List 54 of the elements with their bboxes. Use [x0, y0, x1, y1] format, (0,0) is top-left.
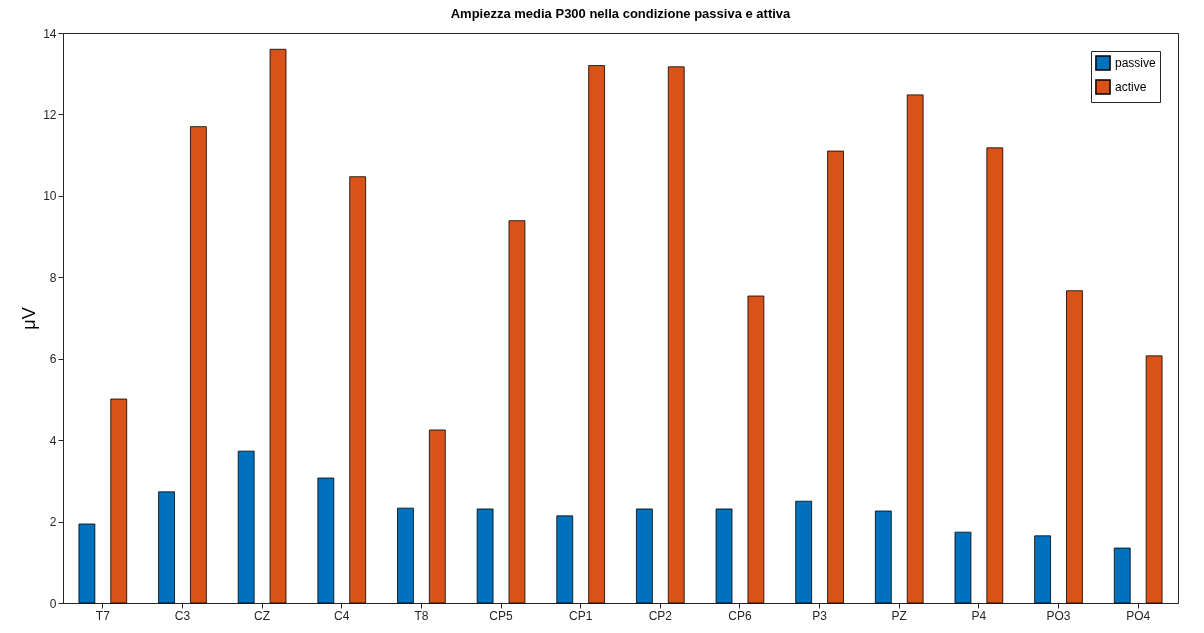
bar	[1066, 290, 1083, 604]
bar	[747, 295, 765, 604]
x-tick-label: CP2	[648, 608, 673, 623]
bar	[715, 508, 733, 604]
bar	[317, 477, 335, 604]
bar	[827, 150, 844, 604]
bar	[874, 510, 892, 604]
y-tick-label: 0	[49, 596, 57, 611]
x-tick-label: P3	[812, 608, 828, 623]
bar	[349, 176, 367, 604]
bar	[508, 220, 526, 604]
bar	[269, 48, 287, 604]
y-tick-label: 4	[49, 433, 57, 448]
y-tick-label: 2	[49, 515, 57, 530]
bar	[158, 491, 175, 604]
y-tick-label: 12	[43, 107, 57, 122]
x-tick-label: C4	[334, 608, 350, 623]
bar	[476, 508, 494, 604]
x-tick-label: CP6	[728, 608, 752, 623]
bar	[667, 66, 685, 604]
x-tick-label: PZ	[891, 608, 907, 623]
bar	[397, 507, 414, 604]
legend-label: passive	[1115, 56, 1157, 70]
y-tick-label: 14	[43, 26, 57, 41]
bar	[1145, 355, 1163, 604]
bar	[636, 508, 653, 604]
legend-label: active	[1115, 80, 1147, 94]
bar	[78, 523, 96, 604]
y-tick-label: 6	[49, 352, 57, 367]
bar	[986, 147, 1004, 604]
x-tick-label: P4	[971, 608, 987, 623]
x-tick-label: CP1	[569, 608, 593, 623]
bar	[1113, 547, 1131, 604]
chart-title: Ampiezza media P300 nella condizione passiva e attiva	[450, 6, 792, 21]
y-tick-label: 8	[49, 270, 57, 285]
x-tick-label: CP5	[489, 608, 514, 623]
bar	[237, 450, 255, 604]
x-tick-label: T8	[414, 608, 429, 623]
x-tick-label: PO3	[1046, 608, 1071, 623]
y-axis-title: μV	[19, 307, 40, 330]
bar	[428, 429, 446, 604]
y-tick-label: 10	[43, 189, 57, 204]
x-tick-label: C3	[174, 608, 191, 623]
bar	[110, 398, 128, 604]
x-tick-label: CZ	[254, 608, 271, 623]
bar	[190, 126, 207, 604]
bar	[906, 94, 924, 604]
x-tick-label: PO4	[1126, 608, 1151, 623]
bar	[556, 515, 574, 604]
bar	[588, 65, 605, 604]
x-tick-label: T7	[95, 608, 111, 623]
bar	[954, 531, 972, 604]
bar	[1034, 535, 1051, 604]
bar	[795, 500, 813, 604]
